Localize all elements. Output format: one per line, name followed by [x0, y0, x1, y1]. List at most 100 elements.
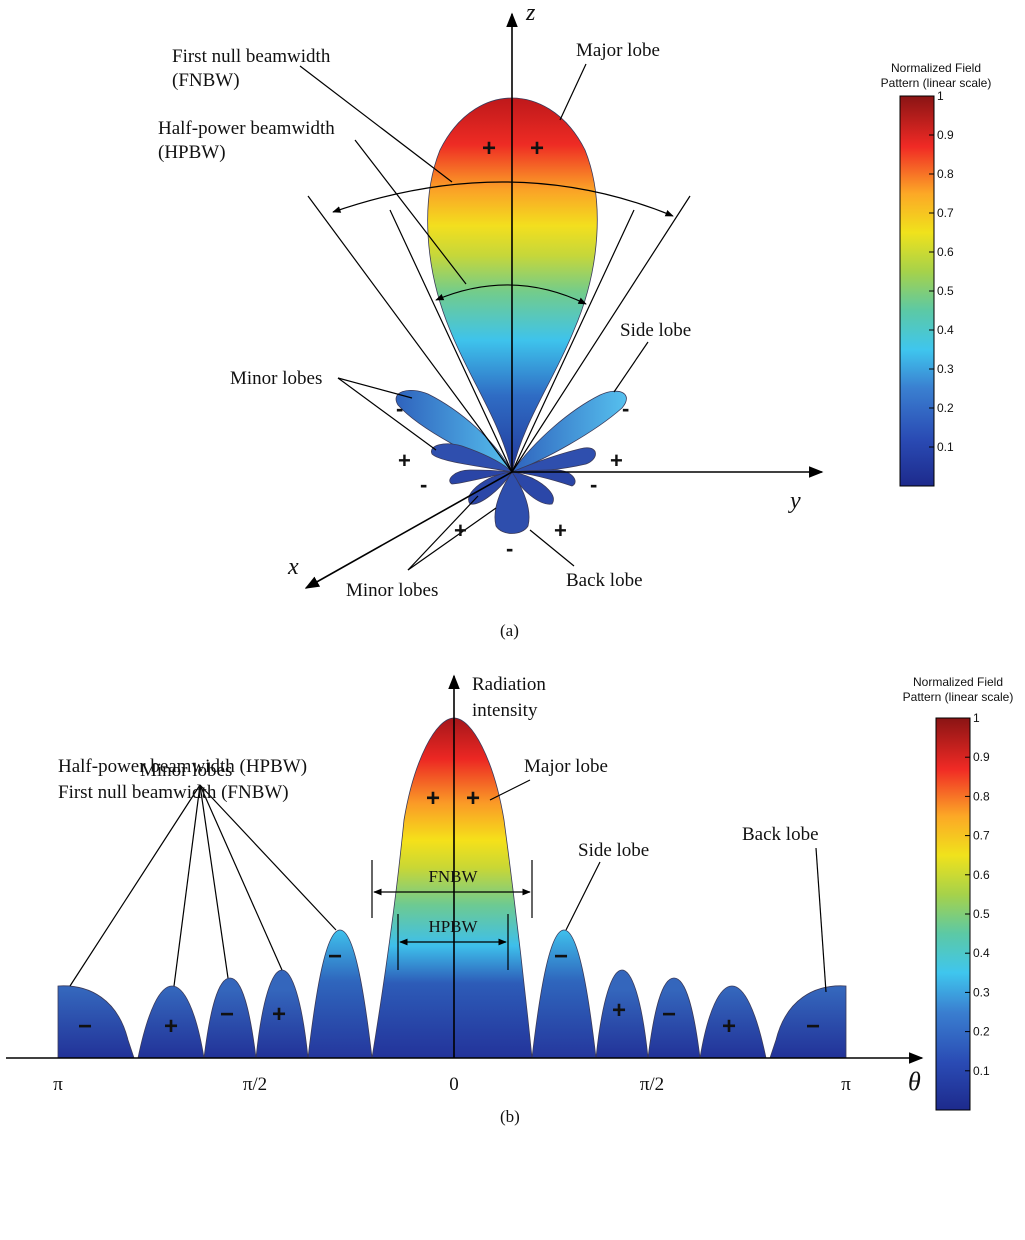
fnbw-line-right — [511, 195, 691, 473]
sign-plus-3: + — [398, 448, 411, 473]
back-lobe-left-b — [57, 985, 135, 1059]
sign-b-9: + — [612, 997, 626, 1024]
fnbw-line-left — [307, 195, 513, 473]
sign-b-8: − — [554, 943, 568, 970]
colorbar-b-title-2: Pattern (linear scale) — [903, 690, 1014, 704]
fnbw-label-line1: First null beamwidth — [172, 46, 331, 67]
colorbar-b-title-1: Normalized Field — [913, 675, 1003, 689]
x-tick-label: π/2 — [243, 1074, 267, 1095]
minor-lobes-top-label: Minor lobes — [230, 368, 322, 389]
colorbar-a: Normalized Field Pattern (linear scale) … — [881, 61, 991, 487]
x-tick-label: π/2 — [640, 1074, 664, 1095]
colorbar-a-tick-label: 0.2 — [937, 401, 954, 415]
minor-lobe-b-5 — [595, 969, 649, 1059]
colorbar-a-tick-label: 0.5 — [937, 284, 954, 298]
leader-fnbw — [299, 65, 453, 183]
sign-minus-1: - — [396, 396, 403, 421]
minor-lobes-bottom-label: Minor lobes — [346, 580, 438, 601]
back-lobe-label: Back lobe — [566, 570, 643, 591]
major-lobe-b — [371, 717, 533, 1059]
sign-b-12: − — [806, 1013, 820, 1040]
side-lobe-label: Side lobe — [620, 320, 691, 341]
sign-b-10: − — [662, 1001, 676, 1028]
x-ticks-b: π π/2 0 π/2 π — [53, 1074, 851, 1095]
major-lobe-label-b: Major lobe — [524, 756, 608, 777]
x-tick-label: π — [53, 1074, 63, 1095]
sign-plus-6: + — [554, 518, 567, 543]
colorbar-a-tick-label: 0.9 — [937, 128, 954, 142]
minor-lobe-low-left — [449, 469, 513, 485]
sign-plus-5: + — [454, 518, 467, 543]
colorbar-b-tick-label: 0.3 — [973, 985, 990, 999]
colorbar-b-tick-label: 1 — [973, 711, 980, 725]
sign-minus-4: - — [590, 472, 597, 497]
leader-b-minor-5 — [199, 784, 337, 931]
leader-major — [559, 63, 587, 121]
leader-minor-bottom-1 — [407, 495, 479, 571]
axis-x-label: x — [287, 554, 299, 580]
sign-minus-3: - — [420, 472, 427, 497]
hpbw-arc — [435, 284, 587, 305]
colorbar-b-tick-label: 0.2 — [973, 1025, 990, 1039]
minor-lobe-front-right — [511, 471, 554, 505]
leader-b-minor-4 — [199, 784, 283, 971]
hpbw-label-line2: (HPBW) — [158, 142, 226, 163]
side-lobe-label-b: Side lobe — [578, 840, 649, 861]
back-lobe-a — [494, 471, 530, 534]
sign-b-1: − — [78, 1013, 92, 1040]
leader-hpbw — [354, 139, 467, 285]
colorbar-a-tick-label: 0.4 — [937, 323, 954, 337]
leader-b-major — [489, 779, 531, 801]
sign-b-5: − — [328, 943, 342, 970]
leader-b-side — [565, 861, 601, 931]
x-axis — [304, 471, 513, 589]
fnbw-label-line2: (FNBW) — [172, 70, 240, 91]
minor-lobe-b-7 — [699, 985, 767, 1059]
colorbar-b: Normalized Field Pattern (linear scale) … — [903, 675, 1014, 1111]
fnbw-arc — [332, 181, 674, 217]
leader-side — [613, 341, 649, 393]
colorbar-b-tick-label: 0.1 — [973, 1064, 990, 1078]
caption-a: (a) — [500, 621, 519, 640]
side-lobe-b — [531, 929, 597, 1059]
colorbar-b-tick-label: 0.8 — [973, 789, 990, 803]
minor-lobes-label-b: Minor lobes — [140, 760, 232, 781]
sign-plus-2: + — [530, 135, 544, 162]
colorbar-b-tick-label: 0.6 — [973, 868, 990, 882]
fnbw-inline-label: FNBW — [428, 867, 478, 886]
intensity-label-1: Radiation — [472, 674, 546, 695]
sign-b-6: + — [426, 785, 440, 812]
colorbar-b-tick-label: 0.5 — [973, 907, 990, 921]
colorbar-a-title-1: Normalized Field — [891, 61, 981, 75]
fnbw-legend: First null beamwidth (FNBW) — [58, 782, 289, 803]
colorbar-a-tick-label: 1 — [937, 89, 944, 103]
sign-b-2: + — [164, 1013, 178, 1040]
sign-plus-4: + — [610, 448, 623, 473]
lobes-b — [57, 717, 847, 1059]
colorbar-b-tick-label: 0.9 — [973, 750, 990, 764]
minor-lobe-b-6 — [647, 977, 701, 1059]
leader-back — [529, 529, 575, 567]
x-tick-label: 0 — [449, 1074, 459, 1095]
colorbar-a-ticks: 1 0.9 0.8 0.7 0.6 0.5 0.4 0.3 0.2 0.1 — [929, 89, 954, 454]
leader-b-minor-2 — [173, 784, 201, 987]
colorbar-a-tick-label: 0.6 — [937, 245, 954, 259]
hpbw-line-left — [389, 209, 513, 473]
colorbar-a-tick-label: 0.8 — [937, 167, 954, 181]
leader-b-minor-3 — [199, 784, 229, 979]
leader-minor-top-1 — [337, 377, 413, 399]
minor-lobe-b-2 — [203, 977, 257, 1059]
sign-minus-5: - — [506, 536, 513, 561]
colorbar-a-bar — [899, 95, 935, 487]
colorbar-b-tick-label: 0.7 — [973, 829, 990, 843]
leader-b-back — [815, 847, 827, 993]
colorbar-b-ticks: 1 0.9 0.8 0.7 0.6 0.5 0.4 0.3 0.2 0.1 — [965, 711, 990, 1078]
colorbar-b-tick-label: 0.4 — [973, 946, 990, 960]
hpbw-label-line1: Half-power beamwidth — [158, 118, 335, 139]
minor-lobe-b-1 — [137, 985, 205, 1059]
caption-b: (b) — [500, 1107, 520, 1126]
hpbw-inline-label: HPBW — [428, 917, 478, 936]
colorbar-a-tick-label: 0.7 — [937, 206, 954, 220]
panel-a: z y x First null beamwidth (FNBW) Half-p… — [158, 0, 991, 640]
sign-b-7: + — [466, 785, 480, 812]
